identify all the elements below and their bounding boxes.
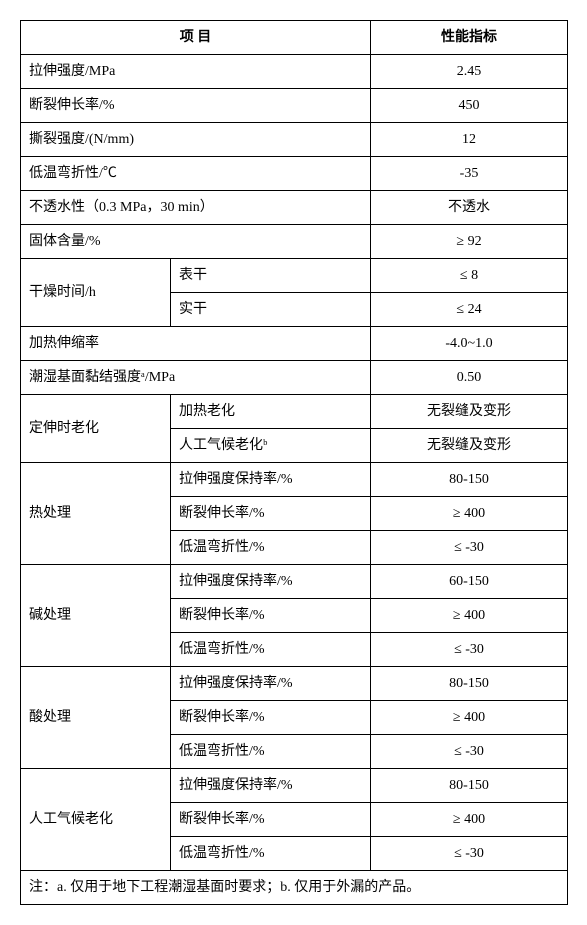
row-value: 80-150 [371, 667, 568, 701]
table-row: 定伸时老化 加热老化 无裂缝及变形 [21, 395, 568, 429]
sub-label: 断裂伸长率/% [171, 803, 371, 837]
row-label: 撕裂强度/(N/mm) [21, 123, 371, 157]
table-row: 人工气候老化 拉伸强度保持率/% 80-150 [21, 769, 568, 803]
table-row: 撕裂强度/(N/mm) 12 [21, 123, 568, 157]
row-value: ≤ -30 [371, 837, 568, 871]
table-row: 不透水性（0.3 MPa，30 min） 不透水 [21, 191, 568, 225]
row-label: 固体含量/% [21, 225, 371, 259]
group-label: 热处理 [21, 463, 171, 565]
group-label: 干燥时间/h [21, 259, 171, 327]
row-value: 12 [371, 123, 568, 157]
table-row: 断裂伸长率/% 450 [21, 89, 568, 123]
row-value: ≤ -30 [371, 735, 568, 769]
row-label: 不透水性（0.3 MPa，30 min） [21, 191, 371, 225]
table-row: 热处理 拉伸强度保持率/% 80-150 [21, 463, 568, 497]
sub-label: 断裂伸长率/% [171, 497, 371, 531]
row-value: 450 [371, 89, 568, 123]
row-value: 60-150 [371, 565, 568, 599]
sub-label: 实干 [171, 293, 371, 327]
table-row: 碱处理 拉伸强度保持率/% 60-150 [21, 565, 568, 599]
sub-label: 低温弯折性/% [171, 633, 371, 667]
spec-table: 项 目 性能指标 拉伸强度/MPa 2.45 断裂伸长率/% 450 撕裂强度/… [20, 20, 568, 905]
row-value: 80-150 [371, 769, 568, 803]
sub-label: 拉伸强度保持率/% [171, 769, 371, 803]
row-value: 不透水 [371, 191, 568, 225]
sub-label: 拉伸强度保持率/% [171, 565, 371, 599]
sub-label: 加热老化 [171, 395, 371, 429]
row-label: 断裂伸长率/% [21, 89, 371, 123]
group-label: 定伸时老化 [21, 395, 171, 463]
row-value: ≥ 92 [371, 225, 568, 259]
sub-label: 表干 [171, 259, 371, 293]
row-value: ≥ 400 [371, 497, 568, 531]
row-value: -35 [371, 157, 568, 191]
row-value: ≤ 24 [371, 293, 568, 327]
sub-label: 拉伸强度保持率/% [171, 667, 371, 701]
row-value: 0.50 [371, 361, 568, 395]
row-value: ≥ 400 [371, 599, 568, 633]
table-row: 低温弯折性/℃ -35 [21, 157, 568, 191]
table-row: 拉伸强度/MPa 2.45 [21, 55, 568, 89]
sub-label: 人工气候老化ᵇ [171, 429, 371, 463]
group-label: 酸处理 [21, 667, 171, 769]
row-value: -4.0~1.0 [371, 327, 568, 361]
sub-label: 断裂伸长率/% [171, 599, 371, 633]
group-label: 碱处理 [21, 565, 171, 667]
row-value: ≥ 400 [371, 803, 568, 837]
table-row: 潮湿基面黏结强度ᵃ/MPa 0.50 [21, 361, 568, 395]
header-item: 项 目 [21, 21, 371, 55]
row-value: ≥ 400 [371, 701, 568, 735]
row-value: ≤ -30 [371, 531, 568, 565]
group-label: 人工气候老化 [21, 769, 171, 871]
row-value: 无裂缝及变形 [371, 395, 568, 429]
table-row: 加热伸缩率 -4.0~1.0 [21, 327, 568, 361]
sub-label: 低温弯折性/% [171, 837, 371, 871]
footnote-row: 注：a. 仅用于地下工程潮湿基面时要求；b. 仅用于外漏的产品。 [21, 871, 568, 905]
row-value: ≤ 8 [371, 259, 568, 293]
row-label: 拉伸强度/MPa [21, 55, 371, 89]
row-value: 2.45 [371, 55, 568, 89]
table-row: 固体含量/% ≥ 92 [21, 225, 568, 259]
sub-label: 低温弯折性/% [171, 531, 371, 565]
row-value: ≤ -30 [371, 633, 568, 667]
sub-label: 低温弯折性/% [171, 735, 371, 769]
table-row: 酸处理 拉伸强度保持率/% 80-150 [21, 667, 568, 701]
sub-label: 拉伸强度保持率/% [171, 463, 371, 497]
footnote-text: 注：a. 仅用于地下工程潮湿基面时要求；b. 仅用于外漏的产品。 [21, 871, 568, 905]
header-spec: 性能指标 [371, 21, 568, 55]
table-row: 干燥时间/h 表干 ≤ 8 [21, 259, 568, 293]
header-row: 项 目 性能指标 [21, 21, 568, 55]
row-label: 低温弯折性/℃ [21, 157, 371, 191]
row-label: 加热伸缩率 [21, 327, 371, 361]
row-value: 无裂缝及变形 [371, 429, 568, 463]
row-value: 80-150 [371, 463, 568, 497]
row-label: 潮湿基面黏结强度ᵃ/MPa [21, 361, 371, 395]
sub-label: 断裂伸长率/% [171, 701, 371, 735]
